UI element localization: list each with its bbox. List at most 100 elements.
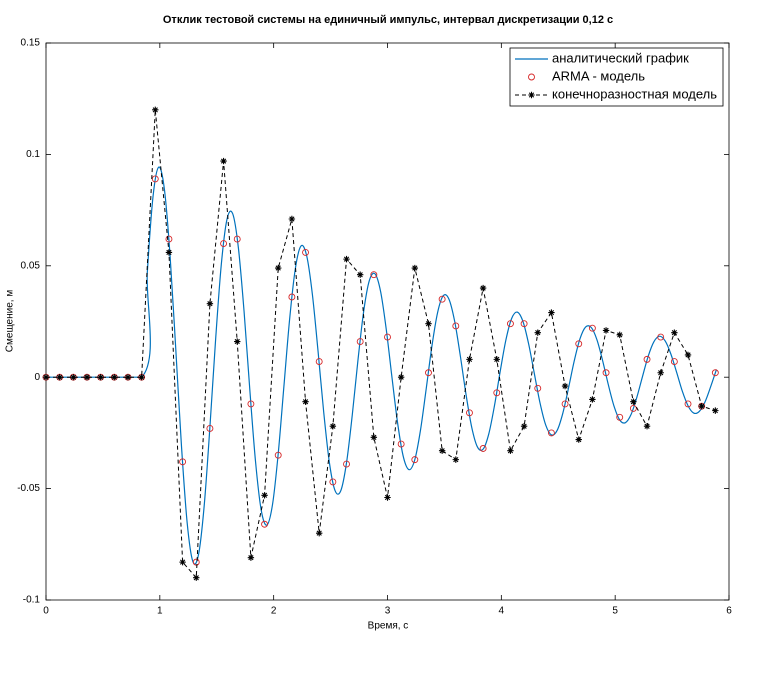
marker bbox=[370, 434, 378, 441]
marker bbox=[671, 329, 678, 336]
y-tick-label: 0 bbox=[34, 372, 40, 383]
x-tick-label: 2 bbox=[271, 606, 277, 617]
marker bbox=[425, 369, 432, 377]
marker bbox=[588, 324, 596, 332]
marker bbox=[247, 554, 255, 561]
marker bbox=[411, 264, 419, 272]
x-tick-label: 5 bbox=[612, 606, 618, 617]
marker bbox=[670, 358, 678, 366]
marker bbox=[711, 369, 719, 377]
marker bbox=[438, 447, 446, 454]
marker bbox=[684, 400, 692, 408]
marker bbox=[356, 338, 364, 346]
marker bbox=[602, 369, 610, 377]
x-axis-label: Время, с bbox=[368, 621, 409, 632]
series-line bbox=[46, 166, 718, 565]
marker bbox=[356, 271, 364, 278]
legend-label: аналитический график bbox=[552, 50, 689, 65]
marker bbox=[561, 382, 569, 390]
marker bbox=[452, 322, 460, 330]
marker bbox=[643, 355, 651, 363]
marker bbox=[466, 409, 473, 417]
x-tick-label: 4 bbox=[499, 606, 505, 617]
marker bbox=[288, 293, 296, 301]
marker bbox=[261, 520, 269, 528]
marker bbox=[520, 423, 528, 430]
marker bbox=[684, 351, 692, 359]
marker bbox=[547, 429, 555, 437]
y-tick-label: 0.1 bbox=[26, 149, 40, 160]
marker bbox=[206, 424, 214, 432]
marker bbox=[575, 436, 582, 443]
marker bbox=[411, 456, 419, 464]
legend-box bbox=[509, 47, 724, 107]
y-tick-label: 0.05 bbox=[21, 260, 41, 271]
marker bbox=[151, 175, 159, 183]
marker bbox=[315, 358, 323, 366]
marker bbox=[479, 284, 487, 292]
legend-label: ARMA - модель bbox=[552, 68, 645, 83]
marker bbox=[206, 300, 214, 307]
marker bbox=[589, 396, 596, 403]
marker bbox=[343, 460, 350, 468]
marker bbox=[234, 338, 241, 345]
marker bbox=[643, 423, 651, 430]
marker bbox=[302, 248, 309, 256]
marker bbox=[179, 558, 186, 566]
marker bbox=[384, 494, 391, 501]
marker bbox=[657, 369, 664, 376]
y-tick-label: 0.15 bbox=[21, 38, 41, 49]
marker bbox=[452, 456, 459, 463]
marker bbox=[83, 374, 91, 381]
marker bbox=[233, 235, 241, 243]
marker bbox=[261, 492, 268, 499]
x-tick-label: 6 bbox=[726, 606, 732, 617]
marker bbox=[329, 423, 337, 430]
marker bbox=[506, 320, 514, 328]
marker bbox=[548, 309, 555, 316]
legend-marker bbox=[528, 91, 535, 99]
y-tick-label: -0.05 bbox=[17, 483, 40, 494]
x-tick-label: 0 bbox=[43, 606, 49, 617]
marker bbox=[698, 402, 705, 410]
marker bbox=[247, 400, 255, 408]
marker bbox=[630, 398, 637, 405]
marker bbox=[274, 451, 282, 459]
x-tick-label: 1 bbox=[157, 606, 163, 617]
marker bbox=[111, 374, 118, 381]
marker bbox=[165, 235, 173, 243]
marker bbox=[138, 374, 145, 381]
marker bbox=[602, 327, 610, 334]
marker bbox=[165, 249, 173, 256]
marker bbox=[520, 320, 528, 328]
marker bbox=[493, 389, 501, 397]
marker bbox=[507, 447, 514, 454]
marker bbox=[343, 255, 350, 263]
marker bbox=[384, 333, 391, 341]
marker bbox=[466, 356, 473, 363]
marker bbox=[425, 320, 432, 327]
marker bbox=[192, 558, 200, 566]
marker bbox=[397, 374, 405, 381]
marker bbox=[288, 215, 296, 223]
marker bbox=[479, 445, 487, 452]
marker bbox=[152, 106, 159, 114]
marker bbox=[493, 356, 500, 363]
marker bbox=[657, 333, 665, 341]
series-line bbox=[46, 109, 716, 579]
marker bbox=[42, 374, 50, 381]
marker bbox=[575, 340, 583, 348]
marker bbox=[329, 478, 337, 486]
marker bbox=[370, 271, 378, 279]
y-axis-label: Смещение, м bbox=[5, 290, 16, 353]
marker bbox=[193, 574, 200, 581]
legend-label: конечноразностная модель bbox=[552, 86, 717, 101]
marker bbox=[316, 529, 323, 537]
marker bbox=[629, 404, 637, 412]
marker bbox=[397, 440, 405, 448]
marker bbox=[534, 329, 541, 336]
marker bbox=[616, 331, 623, 339]
marker bbox=[561, 400, 569, 408]
y-tick-label: -0.1 bbox=[23, 595, 41, 606]
